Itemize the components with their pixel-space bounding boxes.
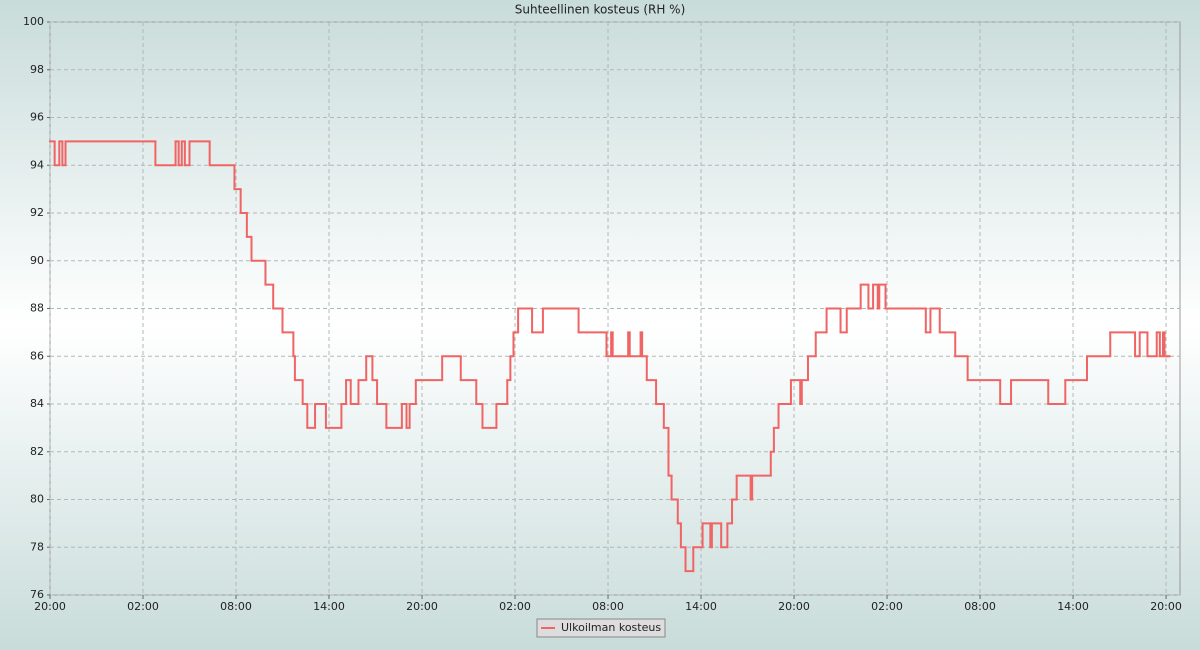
y-tick-label: 100 [23, 15, 44, 28]
y-tick-label: 88 [30, 302, 44, 315]
y-tick-label: 94 [30, 158, 44, 171]
x-tick-label: 08:00 [964, 600, 996, 613]
y-tick-label: 80 [30, 493, 44, 506]
x-tick-label: 08:00 [592, 600, 624, 613]
x-tick-label: 14:00 [313, 600, 345, 613]
x-tick-label: 20:00 [406, 600, 438, 613]
legend: Ulkoilman kosteus [536, 618, 666, 638]
x-tick-label: 14:00 [685, 600, 717, 613]
x-tick-label: 02:00 [499, 600, 531, 613]
x-tick-label: 02:00 [127, 600, 159, 613]
x-tick-label: 20:00 [1150, 600, 1182, 613]
legend-label: Ulkoilman kosteus [561, 621, 661, 634]
y-tick-label: 90 [30, 254, 44, 267]
x-tick-label: 20:00 [34, 600, 66, 613]
y-tick-label: 96 [30, 111, 44, 124]
y-tick-label: 76 [30, 588, 44, 601]
x-tick-label: 08:00 [220, 600, 252, 613]
legend-box [536, 618, 666, 638]
y-tick-label: 84 [30, 397, 44, 410]
x-tick-label: 02:00 [871, 600, 903, 613]
y-tick-label: 82 [30, 445, 44, 458]
x-tick-label: 14:00 [1057, 600, 1089, 613]
y-tick-label: 98 [30, 63, 44, 76]
y-tick-label: 78 [30, 540, 44, 553]
y-tick-label: 92 [30, 206, 44, 219]
x-tick-label: 20:00 [778, 600, 810, 613]
y-tick-label: 86 [30, 349, 44, 362]
chart-title: Suhteellinen kosteus (RH %) [515, 3, 686, 17]
